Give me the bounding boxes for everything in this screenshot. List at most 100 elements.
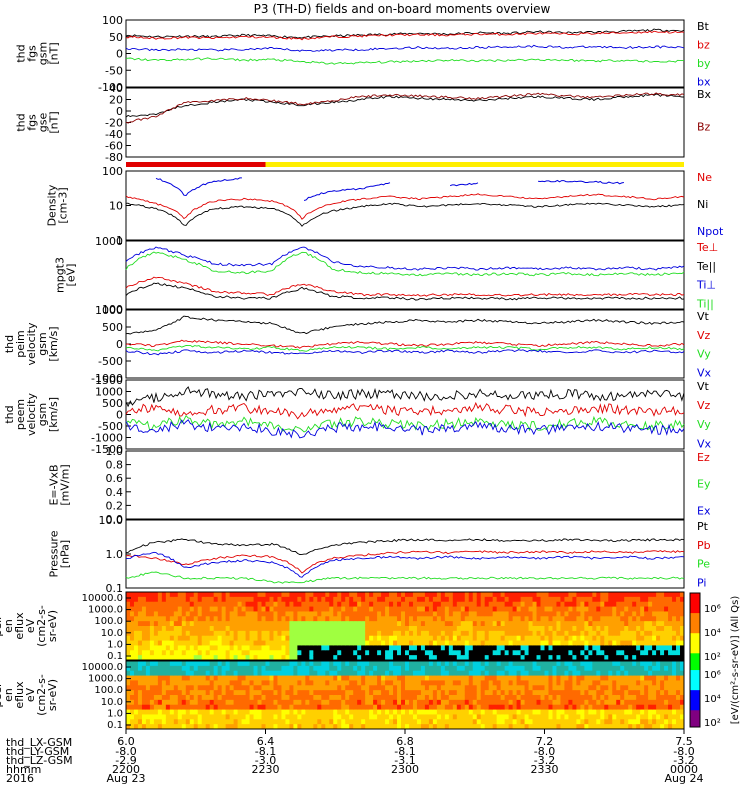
y-axis-label: gsm (36, 332, 49, 355)
spectrogram-cell (456, 601, 462, 608)
spectrogram-cell (153, 675, 159, 681)
spectrogram-cell (648, 640, 653, 646)
spectrogram-cell (436, 621, 442, 627)
spectrogram-cell (153, 661, 159, 667)
spectrogram-cell (233, 635, 239, 642)
spectrogram-cell (137, 690, 143, 696)
spectrogram-cell (672, 661, 677, 667)
spectrogram-cell (588, 645, 593, 651)
spectrogram-cell (177, 704, 183, 711)
spectrogram-cell (201, 626, 207, 632)
spectrogram-cell (137, 606, 143, 612)
spectrogram-cell (656, 630, 661, 637)
spectrogram-cell (313, 680, 318, 686)
spectrogram-cell (281, 714, 286, 720)
spectrogram-cell (397, 650, 402, 656)
spectrogram-cell (165, 665, 171, 672)
spectrogram-cell (289, 626, 294, 632)
spectrogram-cell (432, 714, 438, 720)
spectrogram-cell (205, 665, 211, 672)
spectrogram-cell (325, 714, 330, 720)
spectrogram-cell (432, 709, 438, 715)
spectrogram-cell (297, 675, 302, 681)
spectrogram-cell (648, 724, 653, 730)
spectrogram-cell (608, 606, 613, 612)
spectrogram-cell (301, 695, 306, 701)
spectrogram-cell (664, 655, 669, 661)
spectrogram-cell (353, 630, 358, 637)
spectrogram-cell (604, 695, 609, 701)
spectrogram-cell (544, 719, 549, 725)
spectrogram-cell (149, 724, 155, 730)
spectrogram-cell (576, 655, 581, 661)
legend-entry: Pb (697, 539, 711, 552)
spectrogram-cell (488, 640, 494, 646)
spectrogram-cell (381, 699, 386, 706)
y-axis-label: [km/s] (47, 397, 60, 432)
spectrogram-cell (464, 621, 470, 627)
spectrogram-cell (313, 670, 318, 677)
spectrogram-cell (504, 616, 510, 622)
spectrogram-cell (568, 640, 573, 646)
spectrogram-cell (644, 675, 649, 681)
spectrogram-cell (329, 616, 334, 622)
spectrogram-cell (456, 611, 462, 617)
spectrogram-cell (516, 601, 522, 608)
spectrogram-cell (568, 675, 573, 681)
spectrogram-cell (193, 650, 199, 656)
spectrogram-cell (381, 661, 386, 667)
spectrogram-cell (237, 621, 243, 627)
spectrogram-cell (444, 675, 450, 681)
spectrogram-cell (624, 655, 629, 661)
spectrogram-cell (544, 680, 549, 686)
spectrogram-cell (337, 606, 342, 612)
spectrogram-cell (564, 699, 569, 706)
spectrogram-cell (253, 635, 259, 642)
spectrogram-cell (165, 695, 171, 701)
spectrogram-cell (492, 606, 498, 612)
spectrogram-cell (313, 724, 318, 730)
y-axis-label: velocity (25, 322, 38, 365)
spectrogram-cell (257, 714, 263, 720)
spectrogram-cell (536, 661, 542, 667)
spectrogram-cell (197, 699, 203, 706)
spectrogram-cell (225, 635, 231, 642)
spectrogram-cell (161, 661, 167, 667)
spectrogram-cell (536, 640, 542, 646)
spectrogram-cell (325, 709, 330, 715)
spectrogram-cell (245, 601, 251, 608)
spectrogram-cell (241, 616, 247, 622)
spectrogram-cell (524, 611, 530, 617)
spectrogram-cell (137, 661, 143, 667)
spectrogram-cell (353, 616, 358, 622)
spectrogram-cell (636, 626, 641, 632)
spectrogram-cell (444, 685, 450, 691)
spectrogram-cell (532, 675, 538, 681)
spectrogram-cell (504, 690, 510, 696)
spectrogram-cell (273, 675, 278, 681)
spectrogram-cell (149, 714, 155, 720)
spectrogram-cell (580, 699, 585, 706)
spectrogram-cell (484, 635, 490, 642)
spectrogram-cell (560, 650, 565, 656)
spectrogram-cell (468, 714, 474, 720)
spectrogram-cell (345, 645, 350, 651)
spectrogram-cell (177, 630, 183, 637)
spectrogram-cell (357, 719, 362, 725)
spectrogram-cell (253, 704, 259, 711)
spectrogram-cell (536, 635, 542, 642)
spectrogram-cell (369, 724, 374, 730)
spectrogram-cell (524, 635, 530, 642)
spectrogram-cell (261, 665, 266, 672)
spectrogram-cell (353, 719, 358, 725)
spectrogram-cell (464, 601, 470, 608)
spectrogram-cell (165, 621, 171, 627)
spectrogram-cell (401, 626, 406, 632)
spectrogram-cell (660, 640, 665, 646)
spectrogram-cell (325, 665, 330, 672)
spectrogram-cell (608, 655, 613, 661)
spectrogram-cell (532, 670, 538, 677)
spectrogram-cell (126, 655, 131, 661)
spectrogram-cell (277, 670, 282, 677)
spectrogram-cell (225, 626, 231, 632)
